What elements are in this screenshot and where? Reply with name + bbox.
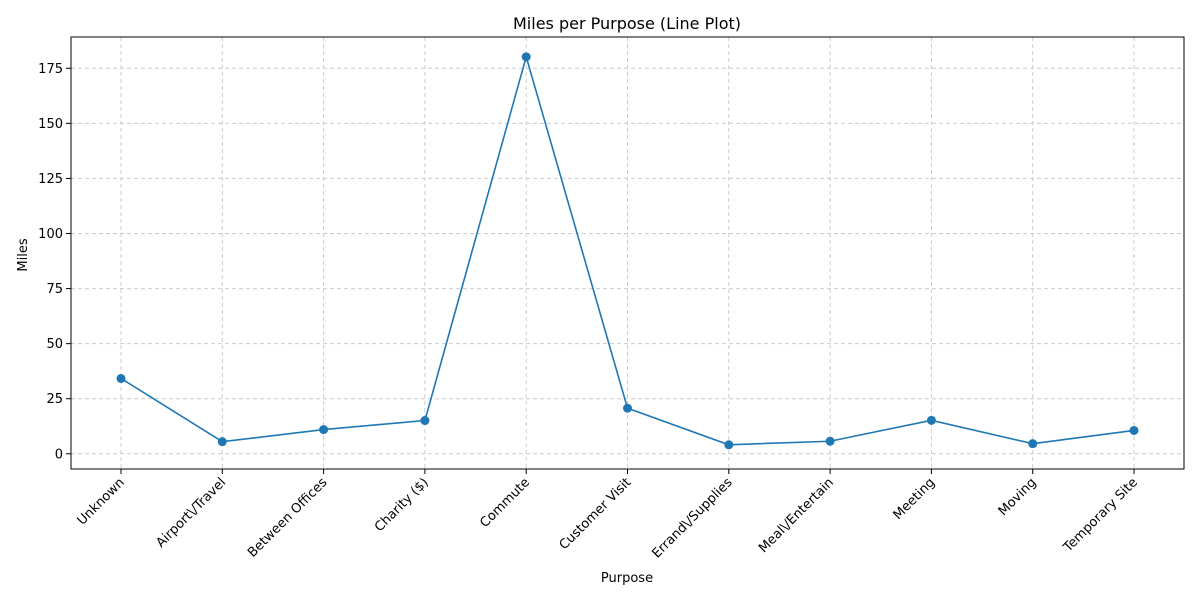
series (116, 52, 1139, 450)
chart-title: Miles per Purpose (Line Plot) (513, 14, 741, 33)
data-point (319, 425, 329, 435)
y-tick-label: 100 (38, 227, 63, 242)
y-axis-label: Miles (16, 238, 31, 271)
data-point (521, 52, 531, 62)
y-tick-label: 175 (38, 62, 63, 77)
data-point (1028, 439, 1038, 449)
data-point (1129, 425, 1139, 435)
grid (71, 37, 1184, 469)
data-point (217, 437, 227, 447)
y-tick-label: 75 (46, 282, 63, 297)
data-point (926, 415, 936, 425)
data-point (116, 373, 126, 383)
y-tick-label: 50 (46, 337, 63, 352)
y-tick-label: 25 (46, 392, 63, 407)
data-point (623, 403, 632, 413)
plot-frame (70, 36, 1185, 470)
x-axis-label: Purpose (601, 571, 653, 586)
data-point (724, 440, 734, 450)
y-tick-label: 125 (38, 172, 63, 187)
data-point (825, 436, 835, 446)
y-tick-label: 150 (38, 117, 63, 132)
data-point (420, 416, 430, 426)
y-tick-label: 0 (55, 447, 63, 462)
